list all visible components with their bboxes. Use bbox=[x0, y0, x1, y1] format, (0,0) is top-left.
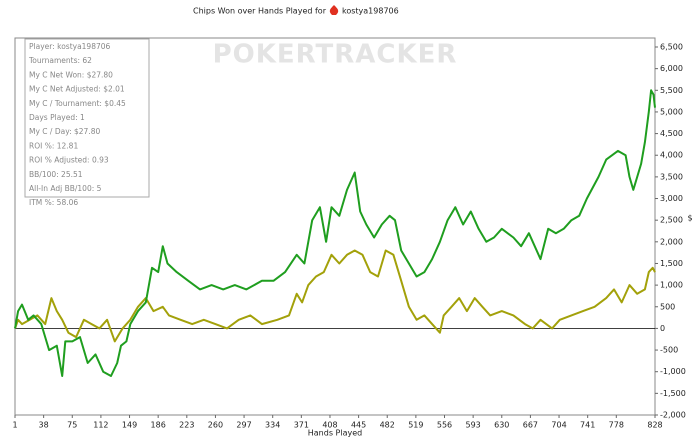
y-tick-label: 0 bbox=[660, 324, 665, 333]
stat-line: My C / Tournament: $0.45 bbox=[29, 99, 126, 108]
x-tick-label: 630 bbox=[494, 421, 509, 430]
player-name: kostya198706 bbox=[342, 7, 399, 16]
x-tick-label: 1 bbox=[12, 421, 17, 430]
x-tick-label: 778 bbox=[609, 421, 624, 430]
y-tick-label: 6,500 bbox=[660, 43, 683, 52]
x-tick-label: 112 bbox=[93, 421, 108, 430]
y-tick-label: 500 bbox=[660, 302, 675, 311]
x-tick-label: 741 bbox=[580, 421, 595, 430]
y-tick-label: 5,000 bbox=[660, 107, 683, 116]
x-tick-label: 704 bbox=[551, 421, 566, 430]
y-tick-label: 3,500 bbox=[660, 172, 683, 181]
x-tick-label: 667 bbox=[523, 421, 538, 430]
x-tick-label: 408 bbox=[322, 421, 337, 430]
x-axis-label: Hands Played bbox=[308, 429, 362, 438]
y-tick-label: -1,000 bbox=[660, 367, 686, 376]
y-tick-label: 2,500 bbox=[660, 216, 683, 225]
y-tick-label: 1,000 bbox=[660, 281, 683, 290]
x-tick-label: 445 bbox=[351, 421, 366, 430]
x-tick-label: 186 bbox=[151, 421, 166, 430]
spade-icon bbox=[329, 5, 339, 15]
stat-line: ROI %: 12.81 bbox=[29, 141, 78, 150]
stat-line: Tournaments: 62 bbox=[28, 56, 92, 65]
x-tick-label: 75 bbox=[67, 421, 77, 430]
x-tick-label: 828 bbox=[647, 421, 662, 430]
stat-line: My C Net Won: $27.80 bbox=[29, 70, 113, 79]
series-line bbox=[14, 89, 656, 377]
stats-box bbox=[24, 38, 150, 198]
x-tick-label: 593 bbox=[465, 421, 480, 430]
y-tick-label: 3,000 bbox=[660, 194, 683, 203]
x-tick-label: 297 bbox=[236, 421, 251, 430]
x-tick-label: 519 bbox=[408, 421, 423, 430]
stat-line: Days Played: 1 bbox=[29, 113, 85, 122]
x-tick-label: 371 bbox=[294, 421, 309, 430]
y-axis-label: $ bbox=[687, 214, 692, 223]
stat-line: BB/100: 25.51 bbox=[29, 170, 83, 179]
x-tick-label: 38 bbox=[39, 421, 49, 430]
y-tick-label: -1,500 bbox=[660, 389, 686, 398]
stat-line: Player: kostya198706 bbox=[29, 42, 111, 51]
y-tick-label: 6,000 bbox=[660, 64, 683, 73]
stat-line: My C / Day: $27.80 bbox=[29, 127, 100, 136]
y-tick-label: -2,000 bbox=[660, 411, 686, 420]
y-tick-label: 5,500 bbox=[660, 86, 683, 95]
y-tick-label: 4,500 bbox=[660, 129, 683, 138]
stat-line: All-In Adj BB/100: 5 bbox=[29, 184, 102, 193]
series-line bbox=[14, 249, 656, 343]
x-tick-label: 482 bbox=[380, 421, 395, 430]
watermark: POKERTRACKER bbox=[213, 40, 458, 70]
stat-line: My C Net Adjusted: $2.01 bbox=[29, 85, 125, 94]
chart-title: Chips Won over Hands Played for bbox=[193, 7, 327, 16]
y-tick-label: 1,500 bbox=[660, 259, 683, 268]
y-tick-label: -500 bbox=[660, 346, 678, 355]
x-tick-label: 334 bbox=[265, 421, 280, 430]
x-tick-label: 223 bbox=[179, 421, 194, 430]
x-tick-label: 556 bbox=[437, 421, 452, 430]
stat-line: ROI % Adjusted: 0.93 bbox=[29, 156, 109, 165]
plot-frame bbox=[14, 37, 656, 416]
x-tick-label: 260 bbox=[208, 421, 223, 430]
y-tick-label: 4,000 bbox=[660, 151, 683, 160]
y-tick-label: 2,000 bbox=[660, 237, 683, 246]
stat-line: ITM %: 58.06 bbox=[29, 198, 78, 207]
x-tick-label: 149 bbox=[122, 421, 137, 430]
